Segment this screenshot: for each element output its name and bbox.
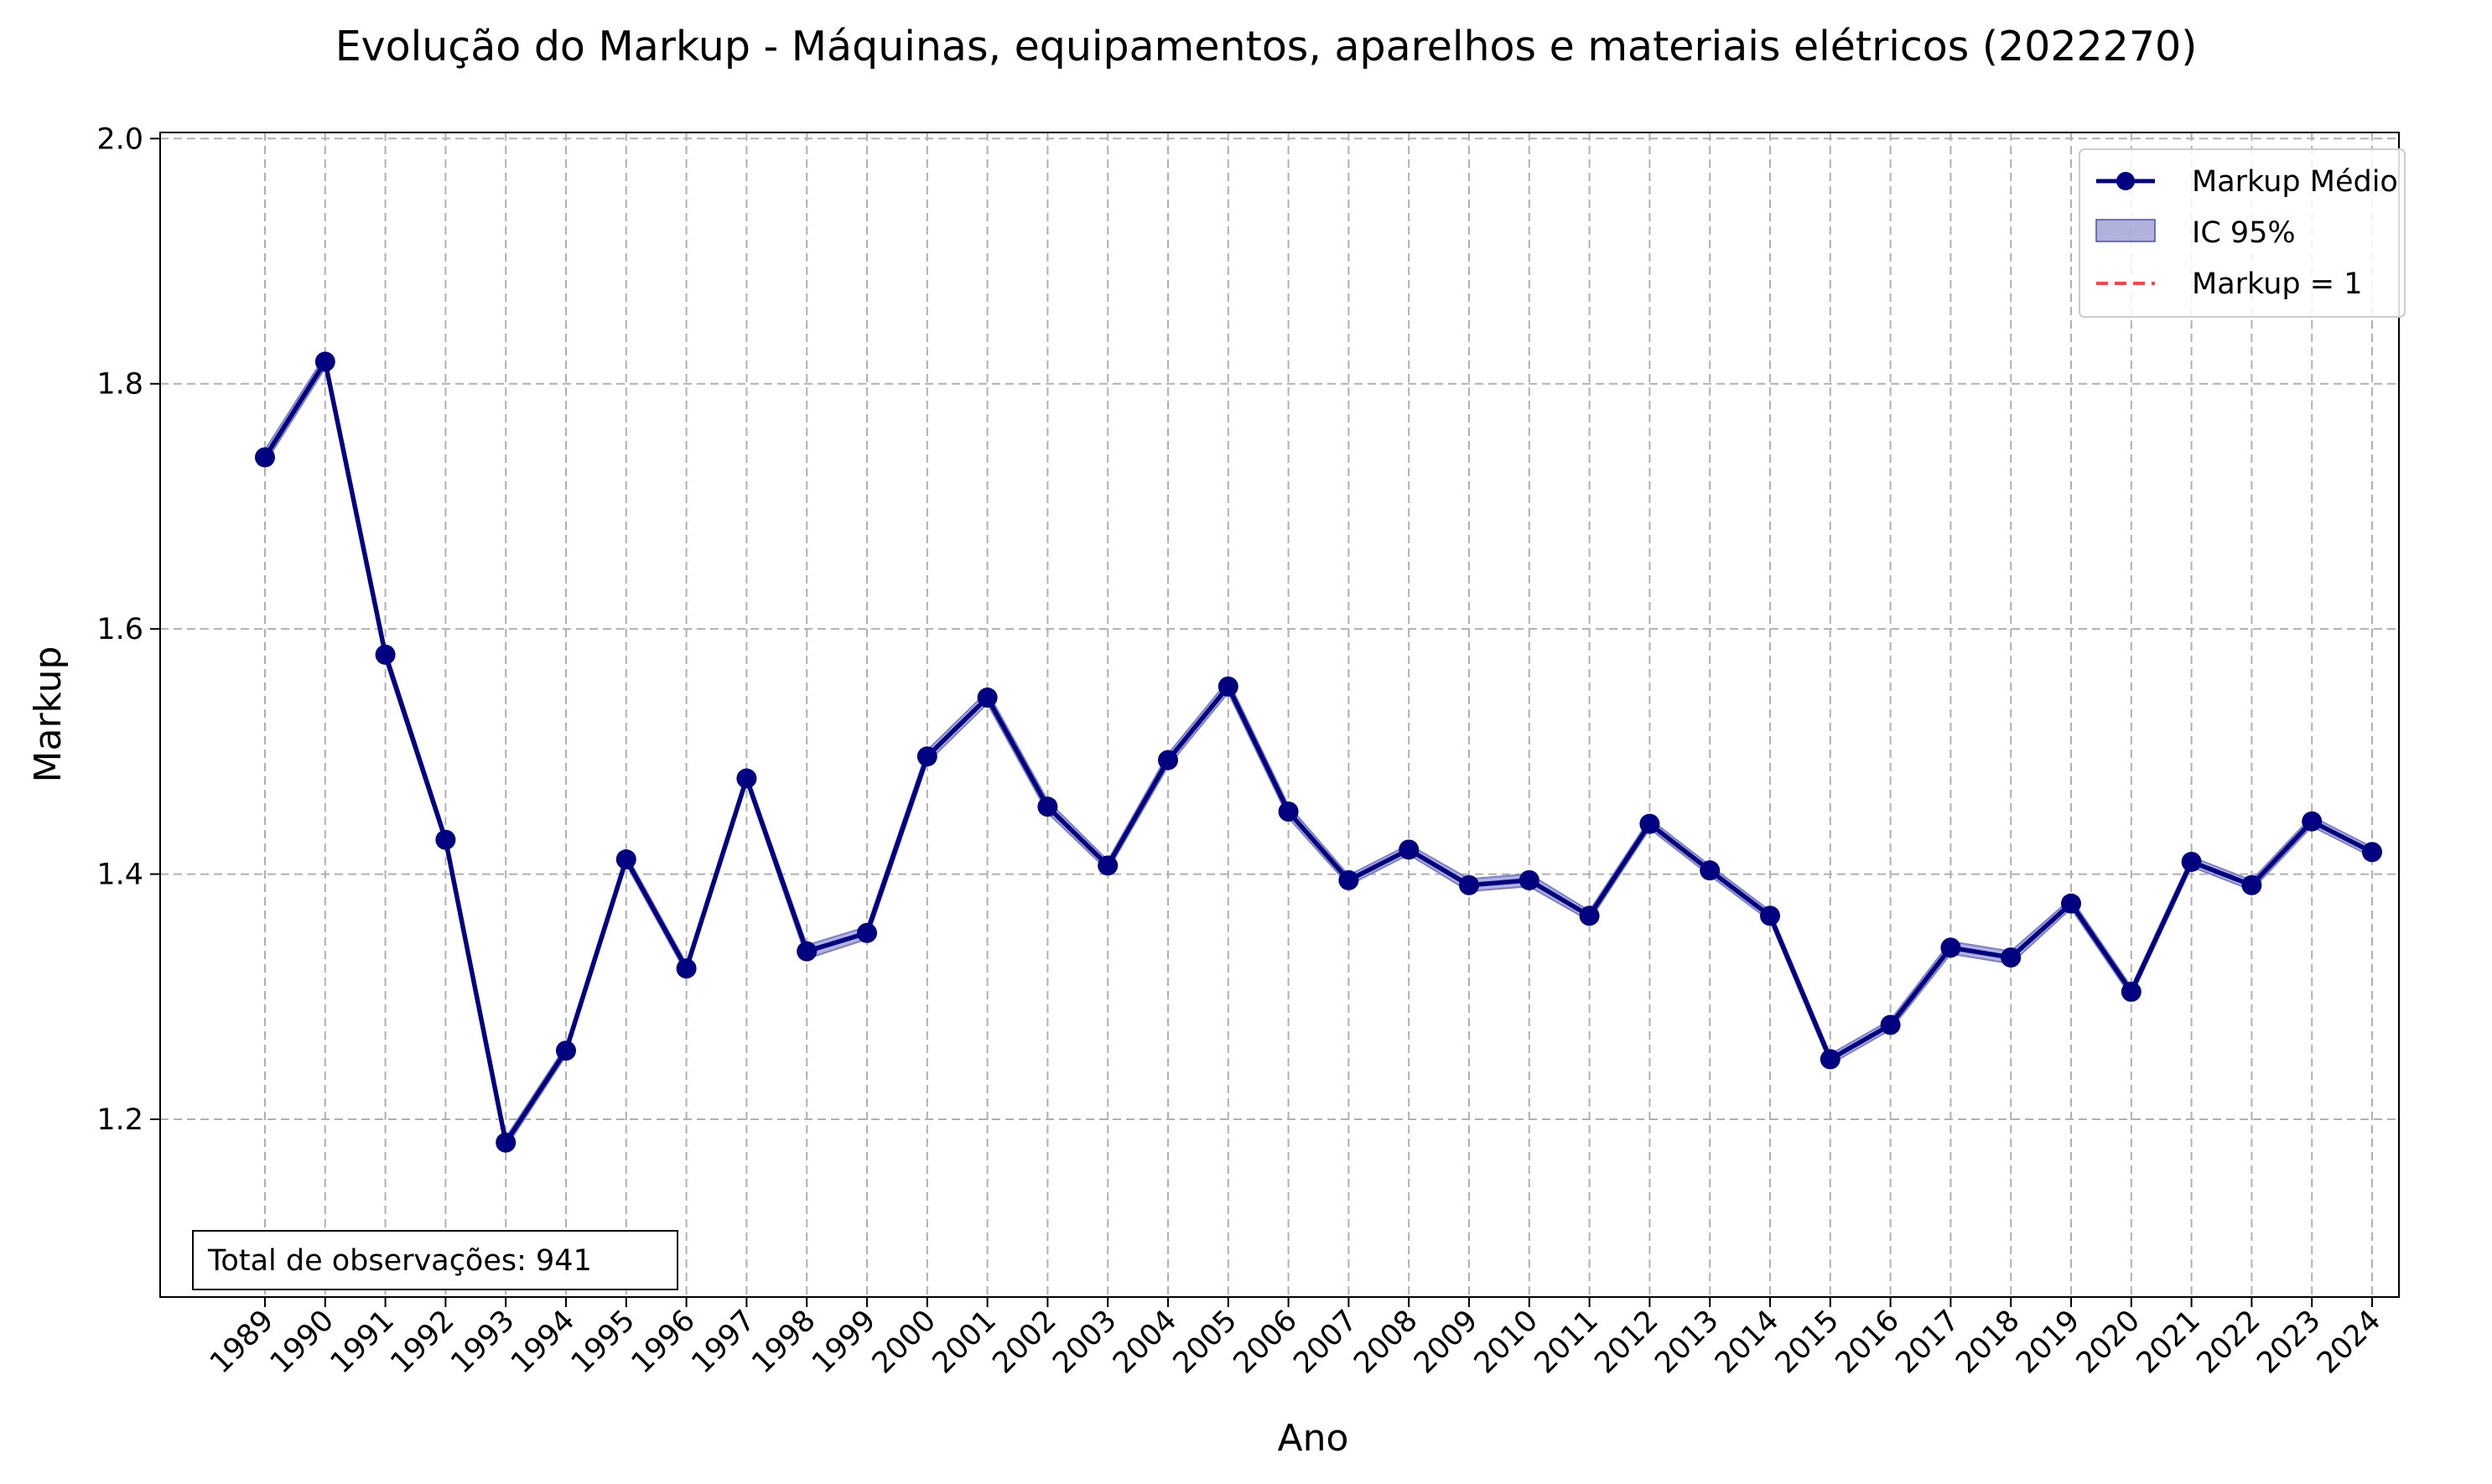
x-tick-label: 2015: [1769, 1304, 1846, 1380]
x-tick-label: 1997: [685, 1304, 761, 1380]
plot-frame: [159, 132, 2400, 1298]
x-tick-label: 2011: [1529, 1304, 1605, 1380]
x-tick-label: 1990: [264, 1304, 340, 1380]
x-tick-label: 1994: [505, 1304, 581, 1380]
data-point: [797, 941, 818, 962]
data-point: [2302, 811, 2323, 832]
chart-title: Evolução do Markup - Máquinas, equipamen…: [335, 23, 2198, 70]
data-point: [375, 644, 396, 665]
x-tick-label: 2005: [1167, 1304, 1243, 1380]
x-tick-label: 2002: [986, 1304, 1062, 1380]
x-tick-label: 2010: [1468, 1304, 1545, 1380]
data-point: [2362, 842, 2382, 863]
x-tick-label: 2023: [2251, 1304, 2327, 1380]
data-point: [1820, 1049, 1840, 1070]
x-tick-label: 1998: [745, 1304, 822, 1380]
data-point: [435, 829, 456, 850]
data-point: [615, 849, 636, 870]
data-point: [1158, 750, 1178, 771]
y-tick-label: 1.4: [96, 859, 143, 892]
series-line: [262, 359, 2374, 1145]
x-tick-label: 1996: [626, 1304, 702, 1380]
data-point: [676, 958, 697, 979]
x-tick-label: 2022: [2190, 1304, 2266, 1380]
legend: Markup Médio IC 95% Markup = 1: [2079, 148, 2406, 318]
data-point: [1098, 855, 1119, 876]
x-tick-label: 2004: [1107, 1304, 1183, 1380]
ci-band: [264, 353, 2373, 1150]
grid: [160, 132, 2399, 1297]
legend-label-reference: Markup = 1: [2192, 267, 2362, 301]
y-axis-label: Markup: [27, 646, 70, 783]
data-point: [1880, 1014, 1901, 1035]
data-point: [1639, 813, 1660, 834]
x-tick-label: 2016: [1830, 1304, 1906, 1380]
x-tick-label: 2000: [866, 1304, 942, 1380]
y-tick-label: 1.2: [96, 1103, 143, 1137]
data-point: [1459, 874, 1479, 895]
observations-text: Total de observações: 941: [207, 1244, 592, 1278]
x-tick-label: 2021: [2131, 1304, 2207, 1380]
data-point: [255, 447, 275, 468]
x-tick-label: 2008: [1347, 1304, 1424, 1380]
x-tick-label: 2018: [1949, 1304, 2026, 1380]
x-tick-label: 2007: [1287, 1304, 1363, 1380]
y-tick-label: 1.8: [96, 368, 143, 402]
legend-marker-markup-icon: [2116, 172, 2135, 190]
data-point: [2181, 851, 2202, 872]
x-tick-label: 2019: [2010, 1304, 2086, 1380]
x-tick-label: 1993: [444, 1304, 521, 1380]
data-point: [556, 1040, 576, 1061]
x-axis-label: Ano: [1278, 1417, 1349, 1460]
data-point: [1940, 937, 1961, 958]
x-tick-label: 2013: [1648, 1304, 1725, 1380]
series-markup-medio: [255, 351, 2382, 1153]
data-point: [2061, 893, 2081, 914]
legend-box: [2079, 148, 2406, 318]
x-tick-label: 2020: [2070, 1304, 2147, 1380]
data-point: [1338, 869, 1359, 890]
x-tick-label: 1989: [204, 1304, 280, 1380]
x-tick-label: 2009: [1408, 1304, 1484, 1380]
y-axis: 1.2 1.4 1.6 1.8 2.0: [96, 122, 160, 1137]
observations-box: [192, 1230, 678, 1290]
x-tick-label: 2024: [2311, 1304, 2387, 1380]
data-point: [1519, 869, 1539, 890]
observations-annotation: Total de observações: 941: [192, 1230, 678, 1290]
x-tick-label: 2017: [1889, 1304, 1965, 1380]
x-tick-label: 1992: [384, 1304, 460, 1380]
data-point: [1760, 905, 1780, 926]
data-point: [916, 746, 937, 767]
data-point: [977, 688, 998, 708]
x-axis: 1989199019911992199319941995199619971998…: [204, 1297, 2387, 1380]
x-tick-label: 2003: [1046, 1304, 1123, 1380]
x-tick-label: 2014: [1709, 1304, 1785, 1380]
x-tick-label: 1999: [806, 1304, 882, 1380]
confidence-band: [264, 353, 2373, 1150]
data-point: [1579, 905, 1600, 926]
data-point: [1278, 802, 1299, 822]
x-tick-label: 2006: [1228, 1304, 1304, 1380]
y-tick-label: 2.0: [96, 122, 143, 156]
x-tick-label: 1991: [324, 1304, 401, 1380]
y-tick-label: 1.6: [96, 613, 143, 646]
legend-ci-swatch-icon: [2095, 219, 2156, 242]
data-point: [1217, 676, 1238, 697]
data-point: [1399, 839, 1420, 860]
data-point: [496, 1132, 517, 1153]
data-point: [2001, 947, 2022, 968]
data-point: [2241, 874, 2262, 895]
data-point: [314, 351, 335, 372]
data-point: [736, 768, 757, 789]
data-point: [1037, 796, 1058, 817]
x-tick-label: 2001: [927, 1304, 1003, 1380]
x-tick-label: 1995: [565, 1304, 641, 1380]
data-point: [2121, 981, 2142, 1002]
x-tick-label: 2012: [1588, 1304, 1664, 1380]
legend-label-ci: IC 95%: [2192, 216, 2296, 250]
data-point: [1700, 860, 1721, 881]
legend-label-markup-medio: Markup Médio: [2192, 165, 2398, 199]
data-point: [857, 922, 877, 943]
